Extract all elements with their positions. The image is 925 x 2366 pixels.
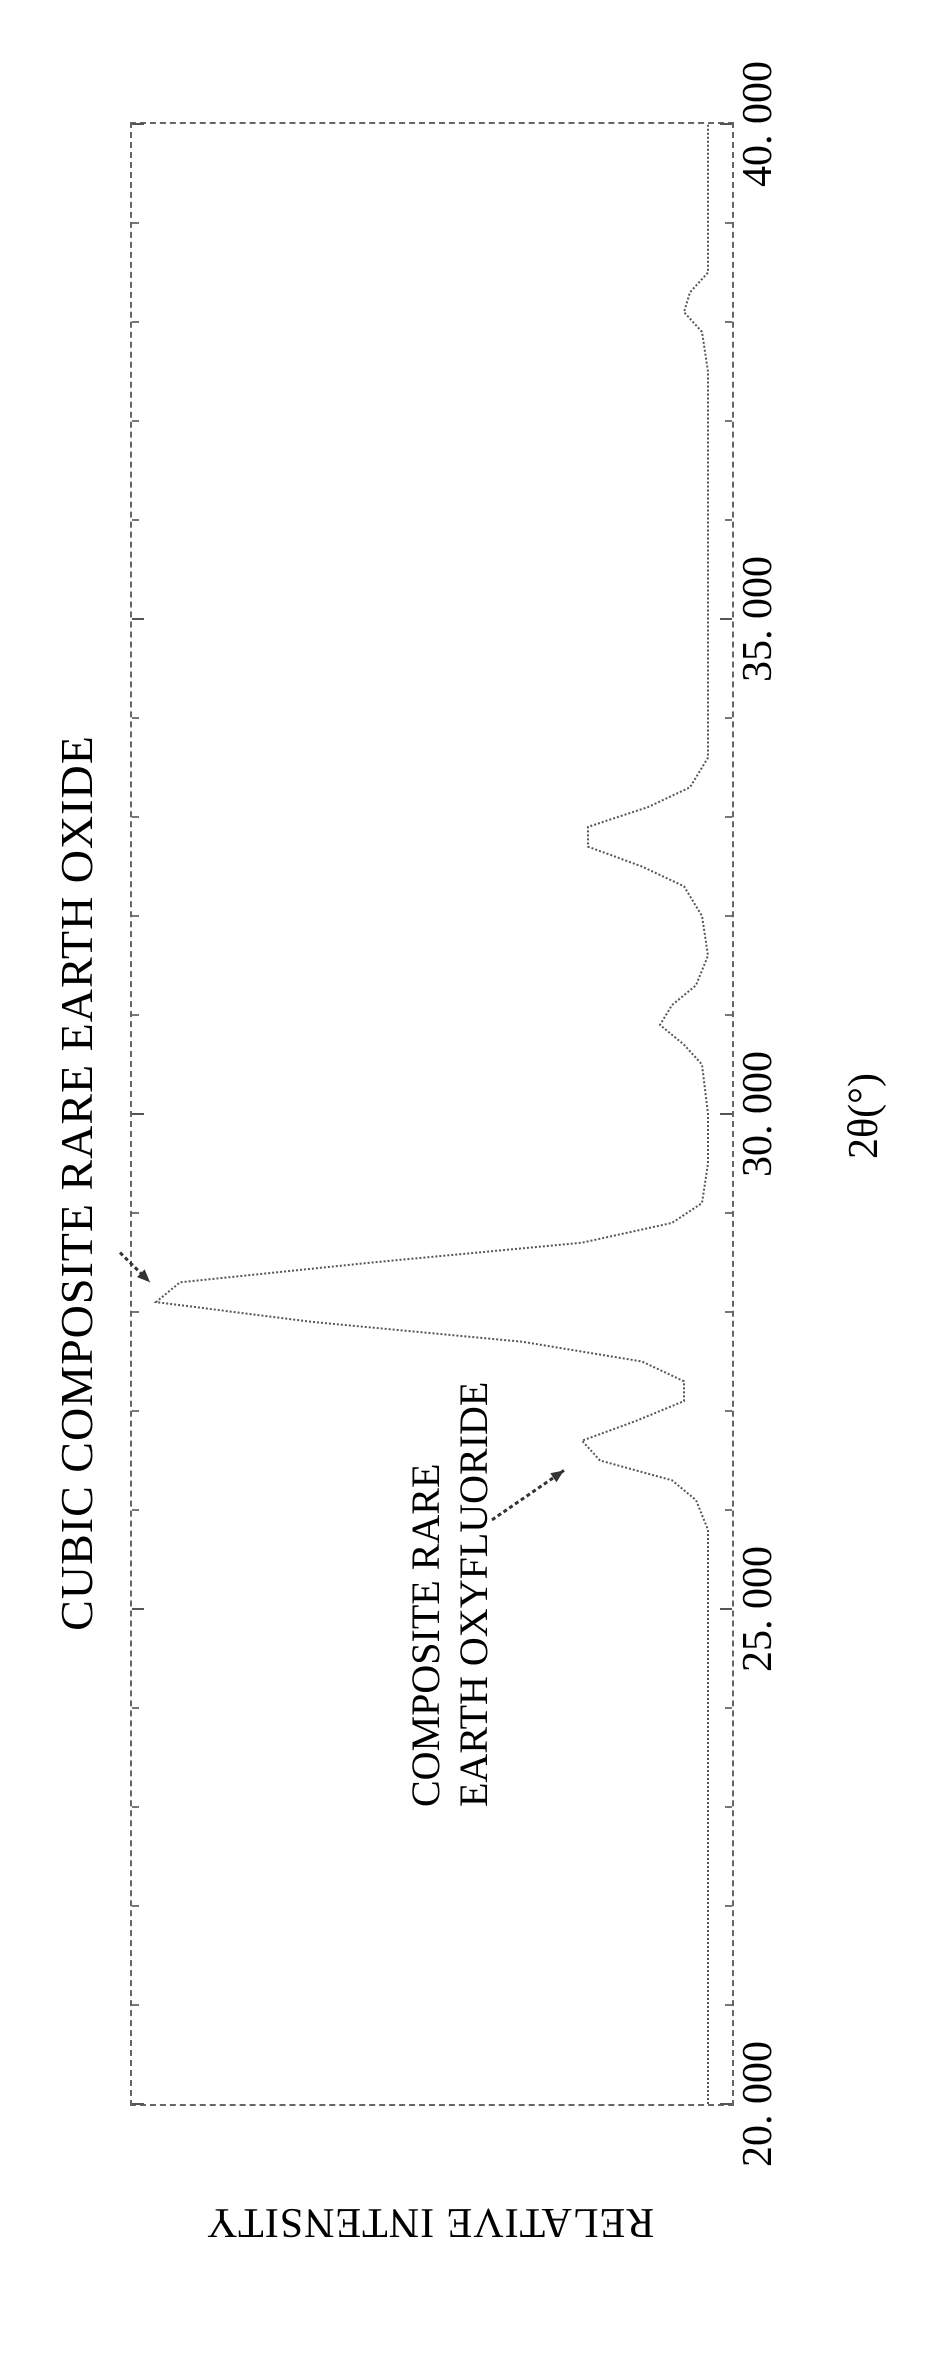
annotation-oxyfluoride-line1: COMPOSITE RARE xyxy=(402,1382,450,1807)
annotation-oxyfluoride-line2: EARTH OXYFLUORIDE xyxy=(450,1382,498,1807)
x-tick-label: 30. 000 xyxy=(734,1051,782,1177)
figure-wrapper: CUBIC COMPOSITE RARE EARTH OXIDE RELATIV… xyxy=(0,0,925,2366)
xrd-line-svg xyxy=(132,124,732,2104)
chart-title: CUBIC COMPOSITE RARE EARTH OXIDE xyxy=(50,0,103,2366)
x-tick-label: 35. 000 xyxy=(734,556,782,682)
oxyfluoride-arrow-head xyxy=(550,1470,564,1482)
oxide-arrow-head xyxy=(137,1269,150,1282)
x-tick-label: 25. 000 xyxy=(734,1546,782,1672)
y-axis-label-container: RELATIVE INTENSITY xyxy=(0,2186,130,2246)
plot-area: 20. 00025. 00030. 00035. 00040. 000COMPO… xyxy=(130,122,734,2106)
figure-rotated: CUBIC COMPOSITE RARE EARTH OXIDE RELATIV… xyxy=(0,0,925,2366)
x-axis-label: 2θ(°) xyxy=(840,126,888,2106)
oxyfluoride-arrow-line xyxy=(492,1470,564,1520)
x-tick-label: 40. 000 xyxy=(734,61,782,187)
y-axis-label: RELATIVE INTENSITY xyxy=(130,2198,730,2246)
annotation-oxyfluoride: COMPOSITE RAREEARTH OXYFLUORIDE xyxy=(402,1382,498,1807)
x-tick-label: 20. 000 xyxy=(734,2041,782,2167)
xrd-spectrum-line xyxy=(156,124,708,2104)
